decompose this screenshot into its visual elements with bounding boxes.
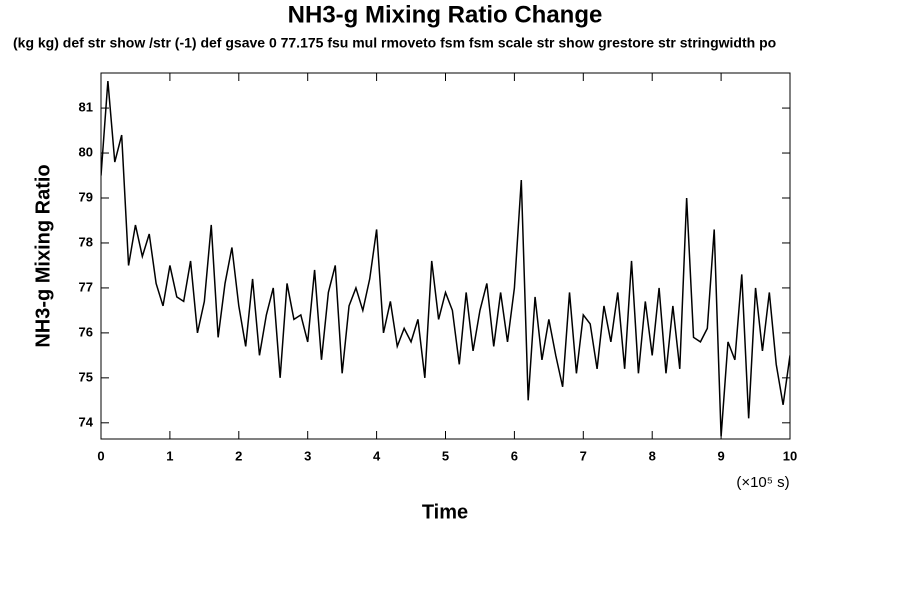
y-tick-label: 80 — [79, 144, 93, 159]
x-tick-label: 0 — [97, 448, 104, 463]
x-tick-label: 5 — [442, 448, 449, 463]
y-tick-label: 77 — [79, 279, 93, 294]
x-tick-label: 1 — [166, 448, 173, 463]
x-tick-label: 3 — [304, 448, 311, 463]
y-axis-label: NH3-g Mixing Ratio — [32, 164, 54, 347]
data-line — [101, 81, 790, 437]
x-tick-label: 7 — [580, 448, 587, 463]
chart-title: NH3-g Mixing Ratio Change — [288, 1, 603, 28]
x-tick-label: 10 — [783, 448, 797, 463]
y-tick-label: 78 — [79, 234, 93, 249]
y-tick-label: 75 — [79, 369, 93, 384]
y-tick-label: 81 — [79, 100, 93, 115]
plot-frame — [100, 72, 791, 440]
x-axis-unit: (×10⁵ s) — [736, 474, 789, 491]
x-tick-label: 2 — [235, 448, 242, 463]
x-tick-label: 9 — [717, 448, 724, 463]
y-tick-label: 76 — [79, 324, 93, 339]
x-tick-label: 6 — [511, 448, 518, 463]
x-axis-label: Time — [422, 501, 468, 523]
x-tick-label: 4 — [373, 448, 381, 463]
x-tick-label: 8 — [649, 448, 656, 463]
y-tick-label: 74 — [79, 414, 94, 429]
y-tick-label: 79 — [79, 189, 93, 204]
chart-subtitle: (kg kg) def str show /str (-1) def gsave… — [13, 35, 776, 51]
